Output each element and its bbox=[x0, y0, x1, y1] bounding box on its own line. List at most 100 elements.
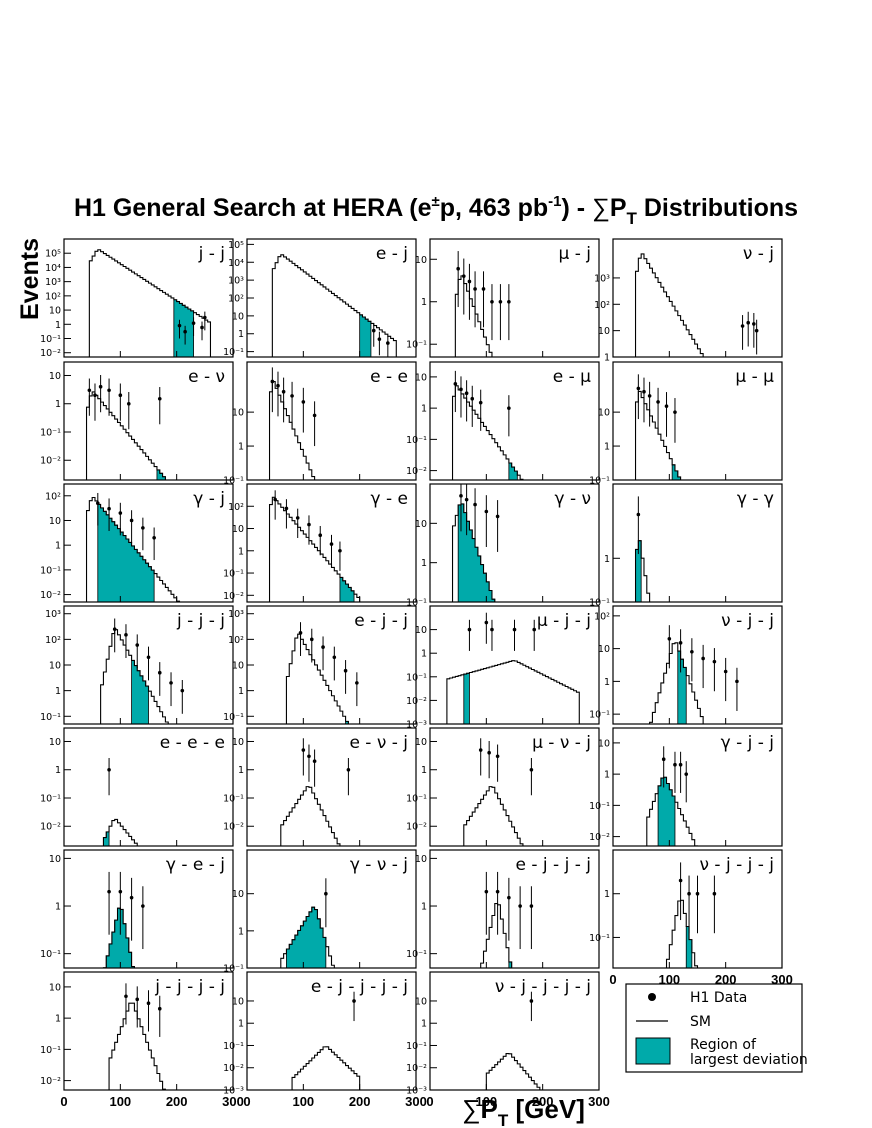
data-point-j-j-4 bbox=[512, 627, 517, 632]
data-point-j-1 bbox=[324, 891, 328, 896]
data-point-j-j-j-1 bbox=[112, 627, 117, 631]
y-tick-label--2: 1 bbox=[604, 442, 610, 453]
y-tick-label-j-j-1: 10⁻² bbox=[40, 348, 61, 359]
legend-sm-label: SM bbox=[690, 1014, 711, 1030]
y-tick-label-e-j-j-1: 10⁻¹ bbox=[223, 712, 244, 723]
channel-label-e-e-e: e - e - e bbox=[160, 733, 225, 753]
channel-label-: μ - μ bbox=[735, 367, 774, 387]
data-point-e-j-4 bbox=[141, 904, 145, 908]
y-tick-label-e-e-3: 10 bbox=[232, 408, 244, 419]
data-point-e-3 bbox=[98, 384, 103, 389]
data-point--3 bbox=[473, 502, 477, 507]
x-tick-label-col1-1: 0 bbox=[60, 1094, 67, 1109]
y-tick-label-j-j-j-1: 10⁻¹ bbox=[40, 712, 61, 723]
frame-e bbox=[63, 361, 234, 481]
data-point-e-5 bbox=[318, 533, 323, 538]
panel-2: 10⁻¹ 1 10 10² 10³ 10⁴ 10⁵ e - j bbox=[223, 238, 417, 358]
legend-data-label: H1 Data bbox=[690, 990, 747, 1006]
deviation-region-j-j bbox=[677, 650, 687, 725]
y-tick-label-e-2: 10⁻¹ bbox=[40, 427, 61, 438]
y-tick-label-e-j-j-j-1: 10⁻¹ bbox=[406, 949, 427, 960]
panel-1: 10⁻² 10⁻¹ 1 10 10² 10³ 10⁴ 10⁵ j - j bbox=[40, 238, 234, 359]
data-point-e-j-2 bbox=[377, 337, 382, 341]
channel-label-j-j-j-j: j - j - j - j bbox=[154, 977, 225, 997]
y-tick-label-j-j-2: 10⁻¹ bbox=[40, 334, 61, 345]
data-point-e-3 bbox=[464, 391, 469, 396]
data-point-j-2 bbox=[462, 274, 466, 278]
frame-j-j-j-j bbox=[63, 971, 234, 1091]
y-tick-label-e-1: 10⁻² bbox=[223, 591, 244, 602]
frame-e-e-e bbox=[63, 727, 234, 847]
y-tick-label-e-e-e-4: 10 bbox=[49, 737, 61, 748]
y-tick-label-j-4: 10 bbox=[49, 516, 61, 527]
data-point-j-4 bbox=[473, 287, 477, 291]
y-tick-label-j-j-1: 10⁻² bbox=[589, 832, 610, 843]
data-point-j-j-2 bbox=[673, 762, 677, 767]
data-point-j-j-2 bbox=[183, 329, 187, 334]
channel-label-j: ν - j bbox=[743, 244, 774, 264]
data-point-j-j-j-j-1 bbox=[124, 994, 128, 999]
panel-5: 10⁻² 10⁻¹ 1 10 e - ν bbox=[40, 361, 234, 481]
y-tick-label-e-2: 10⁻¹ bbox=[406, 435, 427, 446]
y-tick-label-j-j-1: 10⁻¹ bbox=[589, 710, 610, 721]
channel-label-e: e - μ bbox=[553, 367, 591, 387]
legend-region-label-2: largest deviation bbox=[690, 1052, 808, 1068]
y-tick-label-e-e-2: 1 bbox=[238, 442, 244, 453]
y-tick-label-e-4: 10 bbox=[415, 372, 427, 383]
y-tick-label-e-j-5: 10³ bbox=[228, 276, 244, 287]
y-tick-label-e-j-1: 10⁻² bbox=[223, 822, 244, 833]
channel-label-j: γ - ν - j bbox=[350, 855, 408, 875]
y-tick-label-e-3: 1 bbox=[55, 399, 61, 410]
panel-26: 10⁻³ 10⁻² 10⁻¹ 1 10 e - j - j - j - j bbox=[223, 971, 417, 1097]
title-sup: -1 bbox=[548, 193, 561, 210]
y-tick-label-j-2: 10⁻¹ bbox=[406, 793, 427, 804]
deviation-region-e bbox=[156, 469, 166, 481]
sm-histogram-j-j bbox=[88, 249, 212, 357]
data-point-j-j-5 bbox=[712, 659, 717, 664]
data-point-j-j-1 bbox=[177, 323, 182, 328]
sm-histogram-j-j-j-j bbox=[108, 1002, 194, 1091]
channel-label-e-j: e - ν - j bbox=[349, 733, 408, 753]
data-point-e-e-2 bbox=[276, 383, 280, 388]
panel-25: 10⁻² 10⁻¹ 1 10 j - j - j - j bbox=[40, 971, 234, 1091]
data-point--1 bbox=[636, 386, 641, 391]
y-tick-label-j-3: 10 bbox=[415, 255, 427, 266]
data-point-e-j-j-j-2 bbox=[495, 889, 500, 894]
y-tick-label-j-j-j-j-3: 10⁻¹ bbox=[406, 1041, 427, 1052]
y-tick-label-j-j-2: 1 bbox=[604, 677, 610, 688]
channel-label-e: e - ν bbox=[188, 367, 225, 387]
y-tick-label-j-j-j-j-3: 1 bbox=[55, 1014, 61, 1025]
y-tick-label--3: 10 bbox=[598, 408, 610, 419]
channel-label-j-j: j - j bbox=[198, 244, 225, 264]
data-point-e-2 bbox=[93, 393, 97, 398]
data-point-e-j-j-j-5 bbox=[529, 904, 534, 908]
frame-e-e bbox=[246, 361, 417, 481]
frame-j-j bbox=[612, 605, 783, 725]
panel-20: 10⁻² 10⁻¹ 1 10 γ - j - j bbox=[589, 727, 783, 847]
y-tick-label-j-j-j-5: 10³ bbox=[45, 609, 61, 620]
frame-e-j-j-j-j bbox=[246, 971, 417, 1091]
data-point-j-j-1 bbox=[667, 636, 672, 641]
frame-j-j bbox=[429, 605, 600, 725]
title-end: Distributions bbox=[637, 194, 798, 222]
y-tick-label-e-3: 1 bbox=[421, 404, 427, 415]
data-point-e-e-e-1 bbox=[107, 767, 111, 772]
y-tick-label-j-1: 10⁻² bbox=[40, 590, 61, 601]
y-tick-label-j-j-j-2: 1 bbox=[55, 686, 61, 697]
y-tick-label-e-j-j-j-j-5: 10 bbox=[232, 996, 244, 1007]
channel-label-e-j-j-j: e - j - j - j bbox=[516, 855, 591, 875]
data-point-j-j-2 bbox=[678, 641, 683, 645]
x-tick-label-col2-1: 0 bbox=[243, 1094, 250, 1109]
channel-label-j-j: ν - j - j bbox=[721, 611, 774, 631]
data-point-j-1 bbox=[740, 324, 745, 328]
frame-j-j-j-j bbox=[429, 971, 600, 1091]
y-tick-label-j-j-j-3: 10 bbox=[49, 661, 61, 672]
data-point-j-1 bbox=[478, 748, 483, 752]
data-point-j-j-j-5 bbox=[157, 670, 162, 675]
data-point-j-8 bbox=[507, 299, 511, 304]
y-tick-label-j-2: 10 bbox=[598, 326, 610, 337]
data-point--2 bbox=[642, 389, 646, 394]
deviation-region-j-j bbox=[657, 776, 676, 847]
channel-label-e-j-j-j-j: e - j - j - j - j bbox=[311, 977, 408, 997]
